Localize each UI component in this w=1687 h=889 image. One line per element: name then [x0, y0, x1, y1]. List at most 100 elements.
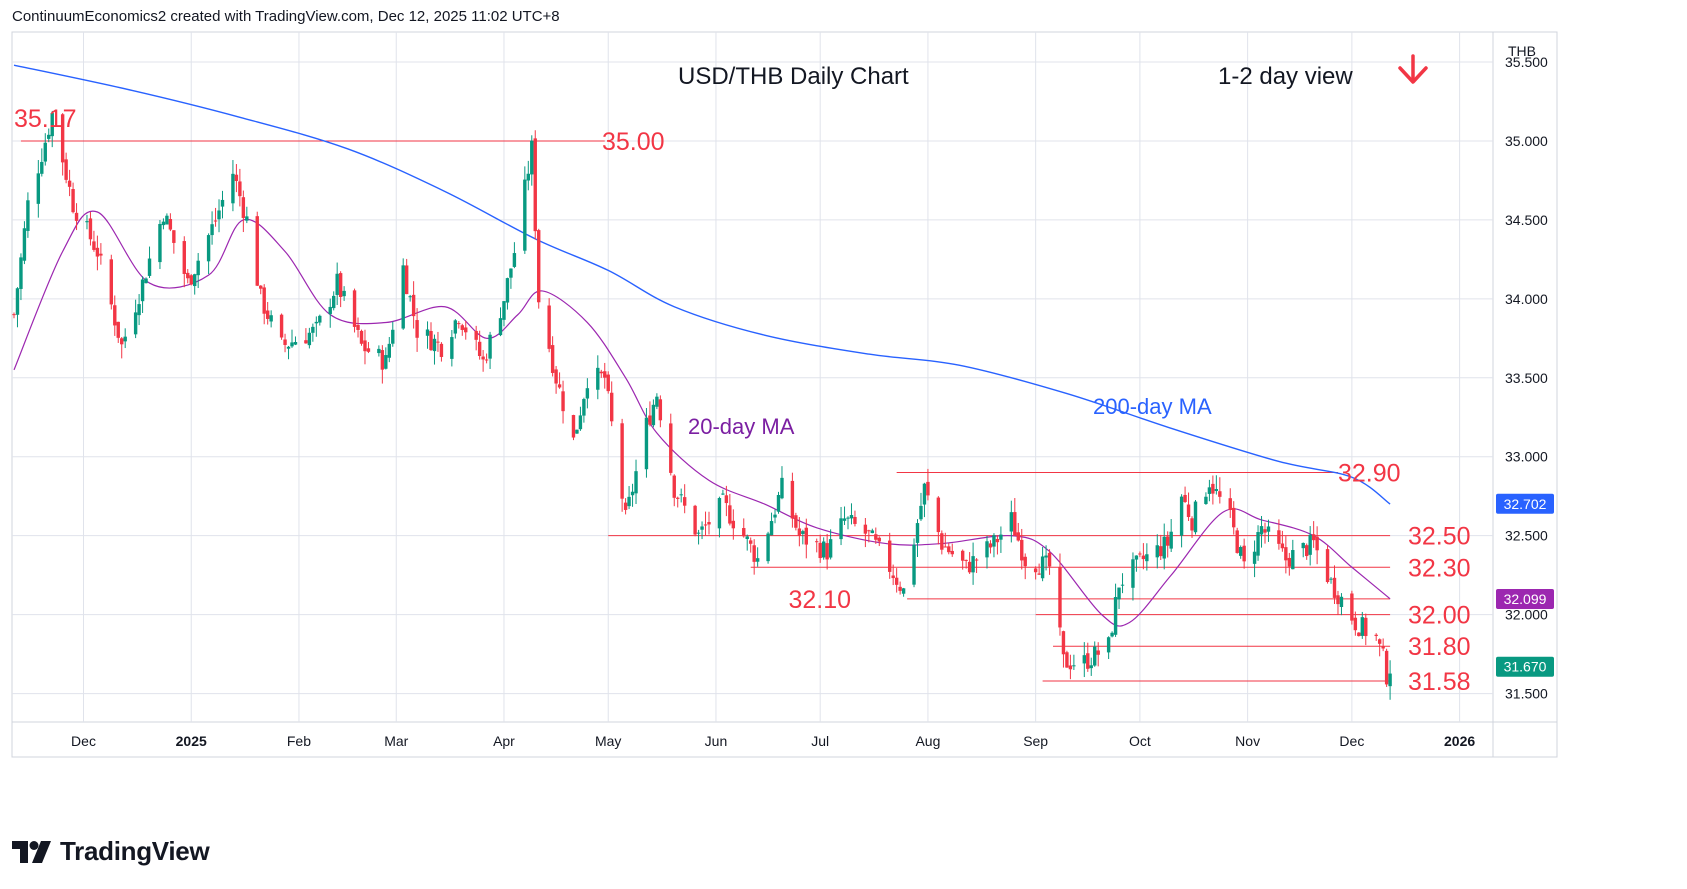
candle-up	[144, 277, 148, 284]
candle-down	[1284, 536, 1288, 574]
candle-down	[891, 564, 895, 586]
candle-up	[158, 220, 162, 270]
candle-down	[464, 320, 468, 340]
x-tick-label: Oct	[1129, 733, 1151, 749]
candle-down	[707, 511, 711, 535]
candle-up	[450, 330, 454, 367]
candle-body	[874, 534, 878, 540]
candle-up	[1256, 525, 1260, 561]
candle-up	[140, 276, 145, 313]
candle-down	[1023, 553, 1027, 580]
candle-body	[825, 543, 829, 560]
candle-up	[985, 535, 989, 569]
candle-body	[47, 134, 51, 139]
tradingview-logo[interactable]: TradingView	[12, 836, 210, 867]
candle-body	[1329, 578, 1333, 580]
candle-body	[1162, 536, 1166, 559]
candle-down	[731, 509, 736, 540]
candle-body	[213, 220, 218, 222]
candle-body	[974, 559, 979, 561]
candle-body	[821, 541, 826, 558]
candle-up	[700, 521, 704, 540]
candle-body	[1238, 547, 1243, 556]
candle-down	[571, 414, 576, 441]
candle-up	[1388, 660, 1392, 700]
candle-body	[696, 532, 701, 534]
candle-down	[877, 536, 881, 547]
candle-body	[1256, 532, 1260, 556]
candle-body	[453, 320, 458, 334]
candle-body	[210, 224, 214, 236]
candle-body	[533, 138, 537, 232]
candle-body	[620, 423, 624, 499]
candle-down	[1350, 590, 1354, 625]
candle-body	[43, 142, 47, 162]
candle-up	[1134, 555, 1139, 572]
candle-body	[655, 396, 659, 407]
candle-body	[1086, 653, 1090, 669]
candle-body	[140, 279, 145, 302]
candle-down	[1020, 528, 1024, 570]
candle-body	[255, 216, 259, 286]
candle-up	[766, 531, 770, 564]
candle-body	[1183, 494, 1187, 502]
candle-down	[940, 530, 944, 555]
candle-body	[74, 212, 79, 221]
candle-up	[210, 211, 214, 245]
candle-down	[74, 203, 79, 231]
candle-down	[1287, 552, 1292, 576]
candle-body	[1159, 546, 1163, 557]
candle-body	[999, 534, 1003, 540]
candle-body	[50, 113, 54, 137]
candle-up	[193, 273, 197, 295]
candle-down	[92, 230, 96, 252]
candle-body	[530, 140, 534, 175]
candle-body	[1096, 650, 1100, 655]
candle-body	[401, 265, 405, 329]
candle-body	[1350, 593, 1354, 621]
candle-body	[575, 429, 579, 434]
candle-body	[1287, 557, 1292, 567]
candle-body	[1235, 530, 1239, 553]
candle-body	[1023, 556, 1027, 567]
level-label: 32.10	[788, 586, 851, 614]
candle-body	[172, 230, 176, 243]
candle-down	[960, 549, 965, 570]
candle-body	[387, 343, 391, 358]
candle-body	[1068, 665, 1073, 670]
candle-down	[1186, 492, 1191, 521]
candle-down	[67, 169, 72, 197]
candle-up	[387, 337, 391, 363]
candle-up	[644, 407, 649, 478]
candle-body	[606, 374, 610, 392]
candle-body	[804, 527, 808, 545]
candle-body	[193, 274, 197, 287]
candle-down	[484, 353, 489, 364]
candle-body	[186, 272, 190, 279]
level-label: 32.00	[1408, 602, 1471, 630]
candle-body	[439, 343, 444, 357]
candle-down	[99, 243, 103, 265]
candle-up	[502, 301, 506, 327]
candle-body	[147, 258, 152, 276]
candle-down	[825, 533, 829, 570]
candle-body	[1061, 631, 1066, 655]
candle-down	[1263, 522, 1267, 544]
candle-down	[693, 504, 697, 537]
arrow-head	[1398, 66, 1428, 84]
candle-body	[964, 559, 968, 561]
candle-down	[1280, 530, 1285, 552]
candle-up	[286, 345, 291, 360]
candle-up	[582, 397, 586, 423]
candle-body	[1228, 498, 1232, 510]
candle-body	[1190, 518, 1194, 531]
candle-body	[92, 241, 96, 250]
candle-up	[627, 486, 631, 510]
candle-up	[40, 148, 44, 177]
candle-down	[1086, 642, 1090, 672]
candle-down	[168, 213, 173, 232]
candle-up	[530, 135, 534, 186]
candle-body	[262, 287, 266, 314]
candle-down	[620, 418, 624, 512]
